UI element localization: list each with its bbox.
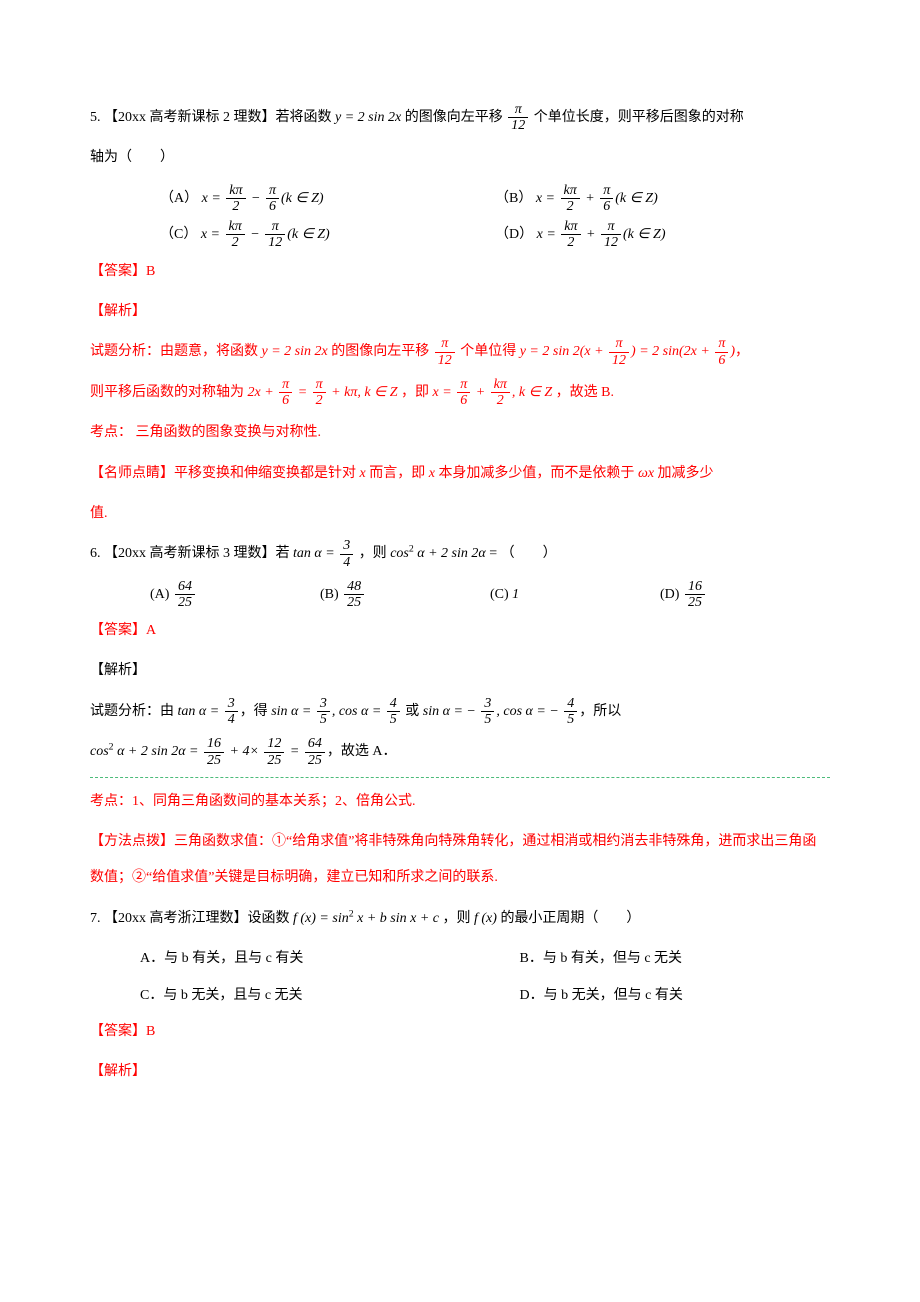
- q7-options: A．与 b 有关，且与 c 有关 B．与 b 有关，但与 c 无关 C．与 b …: [90, 941, 830, 1014]
- q5-stem-line2: 轴为（ ）: [90, 140, 830, 176]
- q5-option-d: （D） x = kπ2 + π12(k ∈ Z): [495, 217, 830, 253]
- q6-option-a: (A) 6425: [150, 577, 320, 613]
- q5-analysis-line1: 试题分析：由题意，将函数 y = 2 sin 2x 的图像向左平移 π12 个单…: [90, 334, 830, 370]
- q5-analysis-line2: 则平移后函数的对称轴为 2x + π6 = π2 + kπ, k ∈ Z ，即 …: [90, 375, 830, 411]
- q7-source: 【20xx 高考浙江理数】: [104, 911, 248, 926]
- frac-pi-12: π12: [508, 102, 528, 134]
- q7-option-b: B．与 b 有关，但与 c 无关: [520, 941, 831, 977]
- q7-answer: 【答案】B: [90, 1014, 830, 1050]
- q7-number: 7.: [90, 911, 104, 926]
- q5-point: 考点： 三角函数的图象变换与对称性.: [90, 415, 830, 451]
- q5-stem: 5. 【20xx 高考新课标 2 理数】若将函数 y = 2 sin 2x 的图…: [90, 100, 830, 136]
- q5-answer: 【答案】B: [90, 254, 830, 290]
- q5-tip: 【名师点睛】平移变换和伸缩变换都是针对 x 而言，即 x 本身加减多少值，而不是…: [90, 456, 830, 492]
- q5-source: 【20xx 高考新课标 2 理数】: [104, 110, 276, 125]
- q6-analysis-line1: 试题分析：由 tan α = 34，得 sin α = 35, cos α = …: [90, 694, 830, 730]
- q5-analysis-label: 【解析】: [90, 294, 830, 330]
- q5-option-b: （B） x = kπ2 + π6(k ∈ Z): [495, 181, 830, 217]
- q6-option-c: (C) 1: [490, 577, 660, 613]
- q5-tip-line2: 值.: [90, 496, 830, 532]
- q6-source: 【20xx 高考新课标 3 理数】: [104, 546, 276, 561]
- q7-option-d: D．与 b 无关，但与 c 有关: [520, 978, 831, 1014]
- q7-option-a: A．与 b 有关，且与 c 有关: [140, 941, 520, 977]
- q5-number: 5.: [90, 110, 104, 125]
- q5-options: （A） x = kπ2 − π6(k ∈ Z) （B） x = kπ2 + π6…: [90, 181, 830, 254]
- q7-stem: 7. 【20xx 高考浙江理数】设函数 f (x) = sin2 x + b s…: [90, 901, 830, 937]
- q6-tip: 【方法点拨】三角函数求值：①“给角求值”将非特殊角向特殊角转化，通过相消或相约消…: [90, 824, 830, 897]
- q5-option-a: （A） x = kπ2 − π6(k ∈ Z): [160, 181, 495, 217]
- q6-point: 考点：1、同角三角函数间的基本关系；2、倍角公式.: [90, 784, 830, 820]
- q6-options: (A) 6425 (B) 4825 (C) 1 (D) 1625: [90, 577, 830, 613]
- q6-analysis-label: 【解析】: [90, 653, 830, 689]
- q6-option-d: (D) 1625: [660, 577, 830, 613]
- q6-answer: 【答案】A: [90, 613, 830, 649]
- divider: [90, 777, 830, 778]
- q6-number: 6.: [90, 546, 104, 561]
- q6-option-b: (B) 4825: [320, 577, 490, 613]
- q5-option-c: （C） x = kπ2 − π12(k ∈ Z): [160, 217, 495, 253]
- q7-option-c: C．与 b 无关，且与 c 无关: [140, 978, 520, 1014]
- q7-analysis-label: 【解析】: [90, 1054, 830, 1090]
- q6-analysis-line2: cos2 α + 2 sin 2α = 1625 + 4× 1225 = 642…: [90, 734, 830, 770]
- q6-stem: 6. 【20xx 高考新课标 3 理数】若 tan α = 34 ，则 cos2…: [90, 536, 830, 572]
